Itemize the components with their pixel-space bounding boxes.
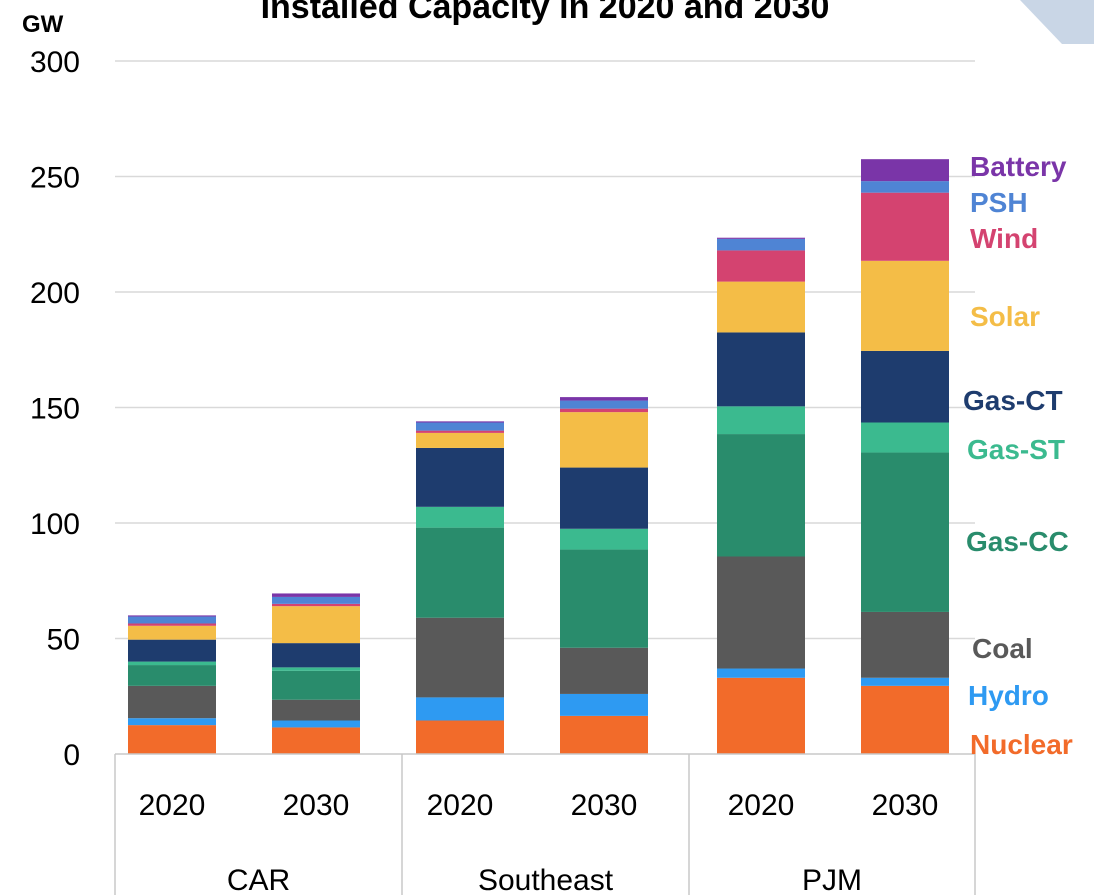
legend-label-wind: Wind xyxy=(970,223,1038,254)
y-tick-label: 100 xyxy=(30,508,80,541)
y-axis-unit-label: GW xyxy=(22,11,64,38)
bar-segment-psh xyxy=(128,616,216,624)
bar-segment-hydro xyxy=(560,693,648,716)
bar-segment-hydro xyxy=(717,668,805,678)
bar-segment-solar xyxy=(717,281,805,333)
bar-segment-gas-ct xyxy=(416,447,504,507)
bar-segment-wind xyxy=(416,430,504,433)
bar-segment-gas-st xyxy=(416,506,504,528)
bar-segment-gas-st xyxy=(717,406,805,435)
legend-label-nuclear: Nuclear xyxy=(970,729,1073,760)
legend-label-coal: Coal xyxy=(972,633,1033,664)
bar-segment-wind xyxy=(717,250,805,282)
y-axis-ticks: 0 50 100 150 200 250 300 xyxy=(30,46,80,772)
bar-segment-gas-st xyxy=(272,667,360,671)
bar-segment-nuclear xyxy=(861,685,949,754)
bar-segment-solar xyxy=(416,432,504,448)
group-label: Southeast xyxy=(478,864,614,895)
bar-segment-gas-st xyxy=(560,528,648,550)
legend-label-gas-ct: Gas-CT xyxy=(963,385,1063,416)
group-label: CAR xyxy=(227,864,290,895)
x-tick-label: 2020 xyxy=(139,789,206,822)
bar-segment-nuclear xyxy=(416,720,504,754)
bar-segment-gas-ct xyxy=(717,332,805,407)
legend-label-hydro: Hydro xyxy=(968,680,1049,711)
bar-segment-coal xyxy=(861,611,949,678)
bar-segment-wind xyxy=(128,623,216,626)
bar-segment-hydro xyxy=(128,718,216,726)
x-tick-label: 2030 xyxy=(283,789,350,822)
bar-segment-battery xyxy=(128,615,216,617)
bar-segment-gas-ct xyxy=(861,350,949,423)
bar-segment-hydro xyxy=(861,677,949,686)
legend-label-solar: Solar xyxy=(970,301,1040,332)
bar-segment-solar xyxy=(272,606,360,644)
bar-segment-coal xyxy=(272,699,360,721)
gridlines xyxy=(115,60,975,640)
bar-segment-gas-cc xyxy=(416,527,504,618)
bar-segment-battery xyxy=(717,237,805,239)
bar-segment-psh xyxy=(272,596,360,604)
bar-segment-solar xyxy=(560,412,648,468)
bars xyxy=(128,159,949,754)
bar-segment-solar xyxy=(861,260,949,351)
bar-segment-wind xyxy=(861,192,949,261)
bar-segment-hydro xyxy=(416,697,504,721)
y-tick-label: 0 xyxy=(63,739,80,772)
bar-segment-psh xyxy=(560,400,648,409)
bar-segment-psh xyxy=(717,238,805,251)
bar-segment-wind xyxy=(272,603,360,607)
bar-segment-battery xyxy=(416,421,504,423)
bar-segment-coal xyxy=(560,647,648,694)
bar-segment-gas-cc xyxy=(272,670,360,700)
bar-segment-gas-cc xyxy=(717,434,805,557)
group-label: PJM xyxy=(802,864,862,895)
legend-label-gas-cc: Gas-CC xyxy=(966,526,1069,557)
bar-segment-coal xyxy=(717,556,805,669)
bar-segment-battery xyxy=(272,593,360,597)
bar-segment-coal xyxy=(416,617,504,698)
x-tick-label: 2030 xyxy=(872,789,939,822)
y-tick-label: 250 xyxy=(30,162,80,195)
bar-segment-battery xyxy=(861,159,949,182)
bar-segment-psh xyxy=(861,181,949,193)
y-tick-label: 200 xyxy=(30,277,80,310)
bar-segment-nuclear xyxy=(128,725,216,754)
legend-label-psh: PSH xyxy=(970,187,1028,218)
y-tick-label: 150 xyxy=(30,393,80,426)
bar-segment-battery xyxy=(560,397,648,401)
bar-segment-gas-st xyxy=(128,661,216,666)
bar-segment-gas-cc xyxy=(128,665,216,686)
bar-segment-wind xyxy=(560,408,648,413)
y-tick-label: 300 xyxy=(30,46,80,79)
x-tick-label: 2020 xyxy=(427,789,494,822)
corner-decoration xyxy=(1020,0,1094,44)
bar-segment-nuclear xyxy=(717,677,805,754)
bar-segment-gas-st xyxy=(861,422,949,453)
x-tick-label: 2030 xyxy=(571,789,638,822)
bar-segment-solar xyxy=(128,625,216,640)
bar-segment-nuclear xyxy=(560,715,648,754)
y-tick-label: 50 xyxy=(47,624,80,657)
x-tick-label: 2020 xyxy=(728,789,795,822)
chart-title: Installed Capacity in 2020 and 2030 xyxy=(261,0,830,26)
legend: Battery PSH Wind Solar Gas-CT Gas-ST Gas-CC Coa… xyxy=(963,151,1073,760)
bar-segment-gas-ct xyxy=(128,639,216,662)
legend-label-gas-st: Gas-ST xyxy=(967,434,1065,465)
bar-segment-gas-cc xyxy=(861,452,949,612)
bar-segment-coal xyxy=(128,685,216,719)
bar-segment-hydro xyxy=(272,720,360,728)
legend-label-battery: Battery xyxy=(970,151,1067,182)
x-axis: 2020 2030 CAR 2020 2030 Southeast 2020 2030 PJM xyxy=(114,753,976,895)
bar-segment-gas-cc xyxy=(560,549,648,648)
bar-segment-gas-ct xyxy=(272,643,360,668)
bar-segment-psh xyxy=(416,422,504,431)
bar-segment-gas-ct xyxy=(560,467,648,529)
bar-segment-nuclear xyxy=(272,727,360,754)
